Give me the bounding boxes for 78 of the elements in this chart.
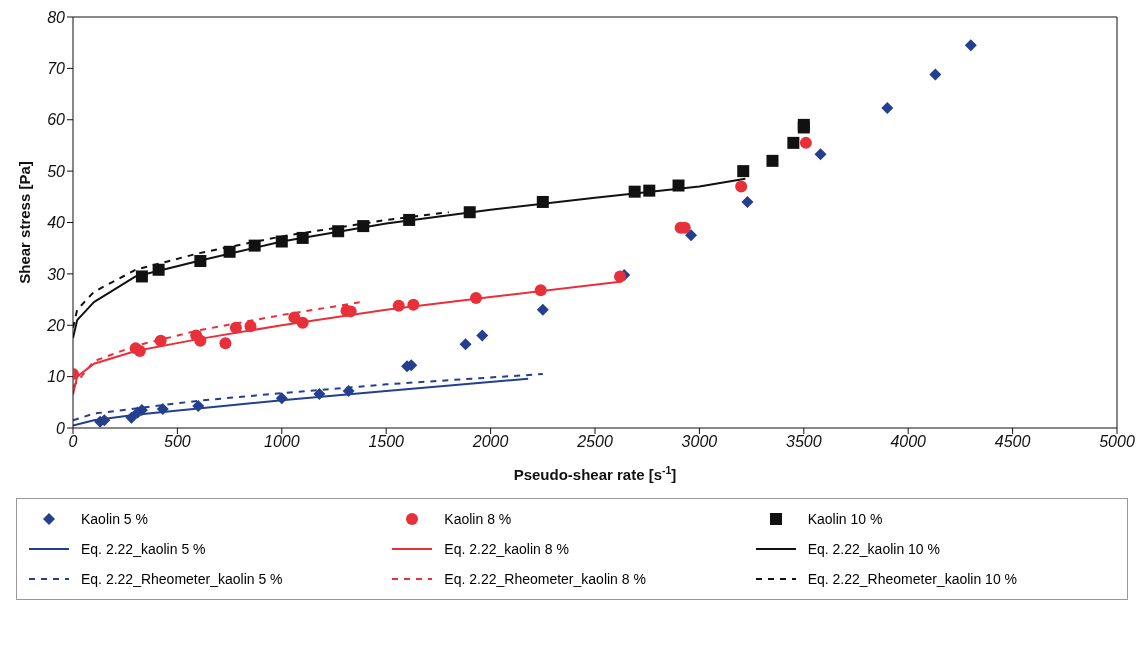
y-tick-label: 50 [47, 162, 66, 180]
point [536, 195, 549, 208]
point [787, 136, 800, 149]
x-tick-label: 3000 [681, 433, 718, 451]
point [964, 39, 977, 52]
x-tick-label: 3500 [786, 433, 822, 451]
point [156, 402, 169, 415]
legend-label: Eq. 2.22_kaolin 5 % [81, 541, 206, 557]
y-tick-label: 20 [46, 316, 66, 334]
point [135, 270, 148, 283]
point [766, 154, 779, 167]
point [459, 338, 472, 351]
point [332, 225, 345, 238]
point [799, 136, 812, 149]
y-tick-label: 10 [47, 368, 66, 386]
point [536, 303, 549, 316]
point [476, 329, 489, 342]
point [929, 68, 942, 81]
x-tick-label: 2000 [471, 433, 509, 451]
x-tick-label: 4500 [994, 433, 1031, 451]
y-axis-title: Shear stress [Pa] [16, 161, 33, 284]
point [313, 388, 326, 401]
point [244, 320, 257, 333]
point [223, 245, 236, 258]
x-tick-label: 1500 [368, 433, 405, 451]
point [229, 321, 242, 334]
point [357, 220, 370, 233]
y-tick-label: 40 [47, 214, 66, 232]
point [628, 185, 641, 198]
point [392, 299, 405, 312]
point [194, 255, 207, 268]
point [342, 385, 355, 398]
y-tick-label: 30 [47, 265, 66, 283]
x-tick-label: 2500 [576, 433, 613, 451]
point [463, 206, 476, 219]
legend-label: Eq. 2.22_kaolin 10 % [807, 541, 940, 557]
x-tick-label: 4000 [890, 433, 927, 451]
x-tick-label: 1000 [264, 433, 300, 451]
point [881, 101, 894, 114]
point [469, 292, 482, 305]
legend-label: Eq. 2.22_Rheometer_kaolin 10 % [807, 571, 1018, 587]
point [154, 334, 167, 347]
x-tick-label: 500 [164, 433, 191, 451]
point [248, 239, 261, 252]
legend-label: Eq. 2.22_Rheometer_kaolin 8 % [444, 571, 646, 587]
y-tick-label: 0 [56, 419, 66, 437]
point [614, 270, 627, 283]
point [194, 334, 207, 347]
point [685, 229, 698, 242]
y-tick-label: 80 [47, 8, 66, 26]
point [275, 392, 288, 405]
point [643, 184, 656, 197]
x-tick-label: 0 [68, 433, 78, 451]
point [672, 179, 685, 192]
point [534, 284, 547, 297]
x-tick-label: 5000 [1099, 433, 1135, 451]
legend-label: Eq. 2.22_kaolin 8 % [444, 541, 569, 557]
point [275, 235, 288, 248]
legend-label: Kaolin 5 % [81, 511, 148, 527]
point [814, 148, 827, 161]
point [152, 263, 165, 276]
legend-label: Kaolin 10 % [807, 511, 883, 527]
point [219, 337, 232, 350]
point [407, 298, 420, 311]
point [735, 180, 748, 193]
point [296, 316, 309, 329]
legend-label: Eq. 2.22_Rheometer_kaolin 5 % [81, 571, 283, 587]
y-tick-label: 60 [47, 111, 66, 129]
x-axis-title: Pseudo-shear rate [s$^{-1}$] [513, 464, 677, 483]
point [737, 165, 750, 178]
point [403, 213, 416, 226]
y-tick-label: 70 [47, 60, 66, 78]
point [125, 411, 138, 424]
point [296, 231, 309, 244]
point [133, 344, 146, 357]
point [192, 399, 205, 412]
legend-label: Kaolin 8 % [444, 511, 512, 527]
point [741, 195, 754, 208]
